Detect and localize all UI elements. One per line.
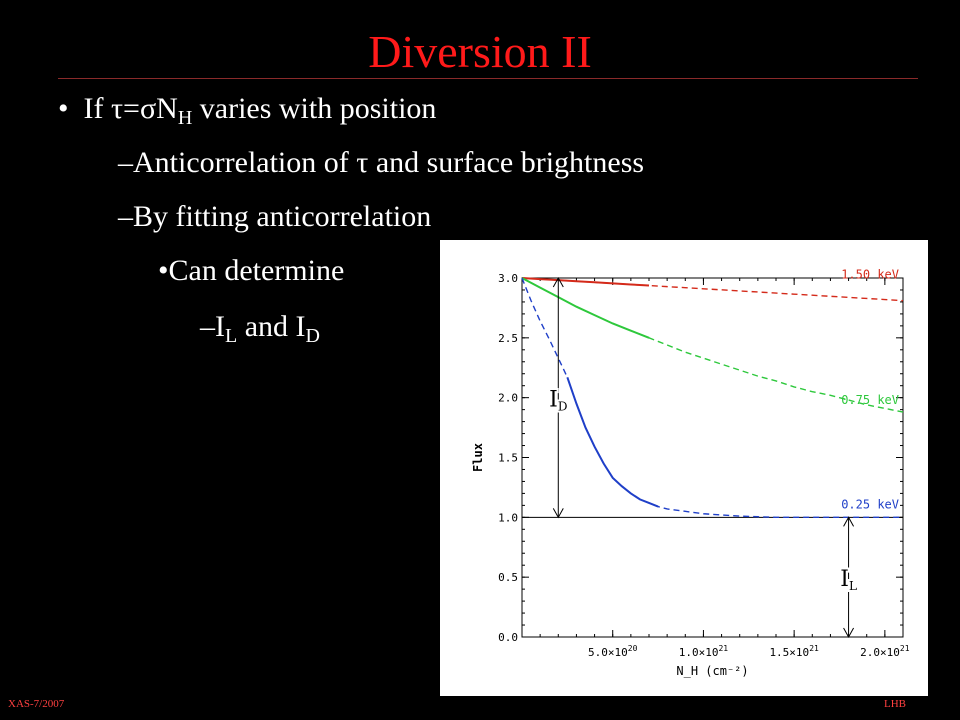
footer-right: LHB <box>884 698 906 710</box>
slide-title: Diversion II <box>368 26 592 77</box>
series-label: 1.50 keV <box>841 268 899 282</box>
span-arrow-head-bottom <box>843 627 855 639</box>
series-label: 0.75 keV <box>841 393 899 407</box>
y-tick-label: 0.0 <box>498 631 518 644</box>
bullet-text-rest: varies with position <box>192 92 437 125</box>
bullet-marker: • <box>58 92 69 125</box>
y-tick-label: 3.0 <box>498 272 518 285</box>
bullet-text-i: I <box>215 310 225 343</box>
bullet-il-id: –IL and ID <box>200 309 320 347</box>
y-axis-label: Flux <box>471 443 485 472</box>
bullet-text: Anticorrelation of τ and surface brightn… <box>133 146 645 179</box>
bullet-text: By fitting anticorrelation <box>133 200 432 233</box>
annotation-id: ID <box>549 388 567 414</box>
footer-left: XAS-7/2007 <box>8 698 65 710</box>
span-arrow-head-bottom <box>552 508 564 519</box>
series-0-25-kev: 0.25 keV <box>521 277 903 519</box>
series-line-dashed <box>521 277 904 413</box>
dash-marker: – <box>118 200 133 233</box>
flux-chart-svg: 0.0 0.5 1.0 1.5 2.0 2.5 3.0 5.0×1020 1.0×1021 1.5… <box>471 268 910 678</box>
x-tick-label: 1.5×1021 <box>769 644 819 659</box>
span-arrow-head-top <box>552 276 564 288</box>
dash-marker: – <box>118 146 133 179</box>
bullet-marker: • <box>158 254 169 287</box>
series-0-75-kev: 0.75 keV <box>521 277 904 413</box>
bullet-can-determine: •Can determine <box>158 253 344 289</box>
dash-marker: – <box>200 310 215 343</box>
subscript-l: L <box>225 325 238 347</box>
y-tick-label: 2.5 <box>498 332 518 345</box>
series-line-dashed <box>521 277 903 519</box>
series-line-solid <box>521 277 650 339</box>
bullet-text: If τ=σN <box>83 92 178 125</box>
bullet-tau-varies: • If τ=σNH varies with position <box>58 91 437 129</box>
y-tick-label: 1.5 <box>498 452 518 465</box>
x-tick-label: 2.0×1021 <box>860 644 910 659</box>
series-1-50-kev: 1.50 keV <box>521 268 904 302</box>
y-tick-label: 0.5 <box>498 571 518 584</box>
x-tick-label: 5.0×1020 <box>588 644 638 659</box>
bullet-anticorrelation: –Anticorrelation of τ and surface bright… <box>118 145 644 181</box>
y-tick-label: 2.0 <box>498 392 518 405</box>
bullet-fitting: –By fitting anticorrelation <box>118 199 431 235</box>
subscript-h: H <box>177 107 193 129</box>
x-tick-label: 1.0×1021 <box>679 644 729 659</box>
x-axis-label: N_H (cm⁻²) <box>676 664 748 678</box>
flux-chart: 0.0 0.5 1.0 1.5 2.0 2.5 3.0 5.0×1020 1.0×1021 1.5… <box>440 240 928 696</box>
y-tick-label: 1.0 <box>498 511 518 524</box>
span-arrow-head-top <box>843 516 855 527</box>
series-line-solid <box>566 376 659 508</box>
annotation-il: IL <box>840 567 857 593</box>
series-line-solid <box>521 277 650 287</box>
subscript-d: D <box>305 325 320 347</box>
series-label: 0.25 keV <box>841 497 899 511</box>
bullet-text-and: and I <box>237 310 306 343</box>
bullet-text: Can determine <box>168 254 345 287</box>
title-divider <box>58 78 918 79</box>
